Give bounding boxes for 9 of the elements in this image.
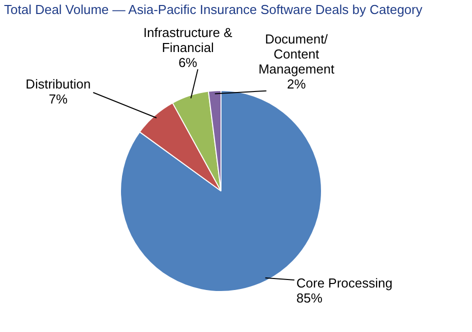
data-label: 6% (178, 54, 198, 70)
slice-label: Document/ Content Management (258, 31, 335, 76)
chart-title: Total Deal Volume — Asia-Pacific Insurance Software Deals by Category (3, 1, 424, 19)
slice-label: Distribution (26, 76, 91, 92)
slice-label: Core Processing (296, 276, 392, 291)
data-label: 2% (286, 76, 306, 92)
data-label: 7% (48, 92, 68, 107)
slice-label: Infrastructure & Financial (143, 24, 233, 55)
data-label: 85% (296, 290, 323, 306)
